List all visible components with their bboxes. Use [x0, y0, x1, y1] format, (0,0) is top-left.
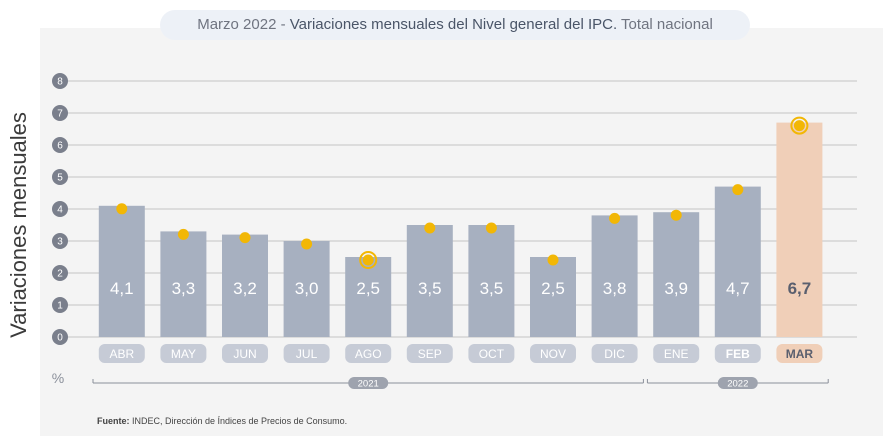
marker-dot-dic: [609, 212, 621, 224]
source-label: Fuente:: [97, 416, 130, 426]
x-tick-label-feb: FEB: [726, 347, 750, 361]
month-pill-ene: [653, 344, 700, 363]
month-pill-jul: [283, 344, 330, 363]
marker-dot-mar: [793, 120, 805, 132]
y-tick-marker-1: [52, 297, 68, 313]
y-tick-label-2: 2: [57, 269, 63, 280]
x-tick-label-oct: OCT: [479, 347, 505, 361]
source-note: Fuente: INDEC, Dirección de Índices de P…: [97, 416, 347, 426]
month-pill-oct: [468, 344, 515, 363]
marker-ring-mar: [790, 116, 809, 135]
data-label-nov: 2,5: [541, 279, 565, 298]
y-tick-marker-0: [52, 329, 68, 345]
y-tick-marker-4: [52, 201, 68, 217]
x-tick-label-dic: DIC: [604, 347, 625, 361]
bar-may: [160, 231, 207, 337]
month-pill-jun: [222, 344, 268, 363]
data-label-oct: 3,5: [480, 279, 504, 298]
x-tick-label-jun: JUN: [233, 347, 256, 361]
data-label-dic: 3,8: [603, 279, 627, 298]
x-tick-label-nov: NOV: [540, 347, 566, 361]
month-pill-nov: [530, 344, 576, 363]
bar-oct: [468, 225, 515, 337]
y-tick-marker-5: [52, 169, 68, 185]
month-pill-ago: [345, 344, 392, 363]
data-label-jun: 3,2: [233, 279, 257, 298]
month-pill-abr: [98, 344, 145, 363]
y-tick-label-6: 6: [57, 141, 63, 152]
chart-title: Marzo 2022 - Variaciones mensuales del N…: [160, 10, 750, 40]
bar-jun: [222, 234, 268, 337]
marker-dot-sep: [424, 222, 436, 234]
bar-ago: [345, 257, 392, 337]
y-tick-marker-7: [52, 105, 68, 121]
y-tick-marker-8: [52, 73, 68, 89]
year-label-2022: 2022: [727, 379, 748, 390]
y-tick-label-4: 4: [57, 205, 63, 216]
month-pill-sep: [406, 344, 453, 363]
y-tick-label-5: 5: [57, 173, 63, 184]
y-tick-marker-2: [52, 265, 68, 281]
x-tick-label-ene: ENE: [664, 347, 689, 361]
data-label-feb: 4,7: [726, 279, 750, 298]
bar-mar: [776, 122, 823, 337]
y-tick-label-0: 0: [57, 333, 63, 344]
x-tick-label-sep: SEP: [418, 347, 442, 361]
year-pill-2022: [717, 377, 758, 389]
y-unit-label: %: [52, 370, 64, 386]
title-prefix: Marzo 2022 -: [197, 16, 290, 33]
bar-ene: [653, 212, 700, 337]
marker-dot-oct: [485, 222, 497, 234]
year-pill-2021: [348, 377, 389, 389]
bar-dic: [591, 215, 638, 337]
month-pill-dic: [591, 344, 638, 363]
month-pill-may: [160, 344, 207, 363]
marker-dot-jun: [239, 232, 251, 244]
marker-dot-abr: [116, 203, 128, 215]
data-label-mar: 6,7: [788, 279, 812, 298]
marker-dot-nov: [547, 254, 559, 266]
x-tick-label-mar: MAR: [786, 347, 814, 361]
bar-jul: [283, 241, 330, 337]
marker-dot-ene: [670, 209, 682, 221]
data-label-abr: 4,1: [110, 279, 134, 298]
x-tick-label-ago: AGO: [355, 347, 382, 361]
data-label-ene: 3,9: [664, 279, 688, 298]
marker-dot-feb: [732, 184, 744, 196]
month-pill-mar: [776, 344, 823, 363]
marker-dot-ago: [362, 254, 374, 266]
x-tick-label-may: MAY: [171, 347, 196, 361]
marker-ring-ago: [359, 251, 378, 269]
x-tick-label-abr: ABR: [109, 347, 134, 361]
title-main: Variaciones mensuales del Nivel general …: [289, 16, 618, 33]
marker-dot-jul: [301, 238, 313, 250]
bar-nov: [530, 257, 576, 337]
month-pill-feb: [714, 344, 761, 363]
y-tick-label-3: 3: [57, 237, 63, 248]
x-tick-label-jul: JUL: [296, 347, 318, 361]
source-text: INDEC, Dirección de Índices de Precios d…: [129, 416, 348, 426]
y-tick-label-7: 7: [57, 109, 63, 120]
data-label-may: 3,3: [172, 279, 196, 298]
bar-sep: [406, 225, 453, 337]
marker-dot-may: [177, 228, 189, 240]
bar-feb: [714, 186, 761, 337]
data-label-ago: 2,5: [356, 279, 380, 298]
data-label-jul: 3,0: [295, 279, 319, 298]
y-tick-marker-3: [52, 233, 68, 249]
title-suffix: Total nacional: [617, 16, 713, 33]
year-label-2021: 2021: [358, 379, 379, 390]
bar-abr: [98, 205, 145, 337]
data-label-sep: 3,5: [418, 279, 442, 298]
y-tick-label-8: 8: [57, 77, 63, 88]
y-tick-label-1: 1: [57, 301, 63, 312]
y-tick-marker-6: [52, 137, 68, 153]
